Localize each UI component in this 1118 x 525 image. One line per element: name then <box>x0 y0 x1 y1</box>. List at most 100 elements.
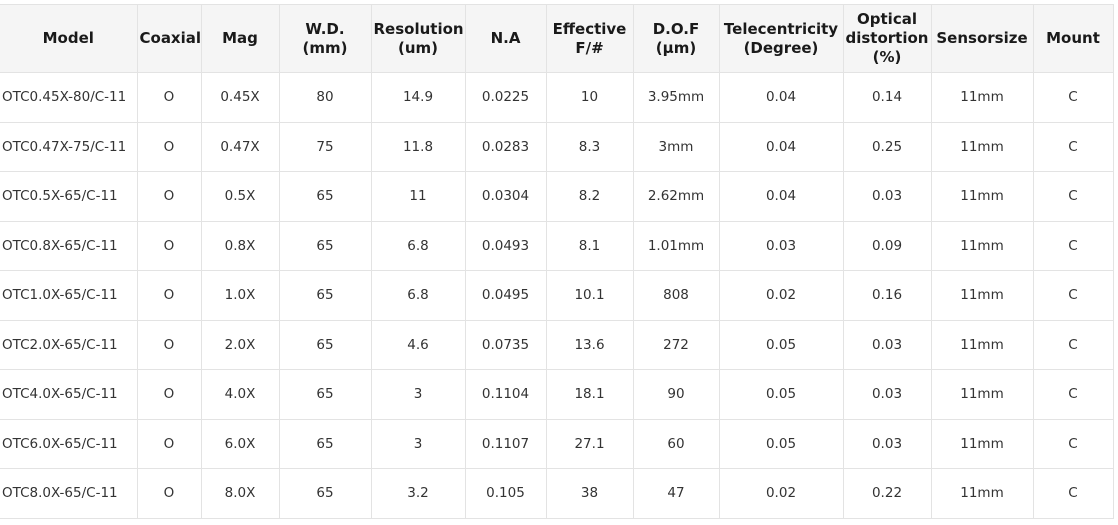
cell-mag: 0.8X <box>200 220 280 271</box>
cell-sensorsize: 11mm <box>930 72 1034 123</box>
cell-sensorsize: 11mm <box>930 418 1034 469</box>
cell-model: OTC4.0X-65/C-11 <box>0 369 138 420</box>
table-row: OTC6.0X-65/C-11 O 6.0X 65 3 0.1107 27.1 60 0.05 0… <box>0 418 1114 469</box>
table-row: OTC0.8X-65/C-11 O 0.8X 65 6.8 0.0493 8.1 1.01mm… <box>0 220 1114 271</box>
cell-na: 0.0225 <box>464 72 547 123</box>
cell-na: 0.105 <box>464 468 547 519</box>
cell-sensorsize: 11mm <box>930 220 1034 271</box>
header-mount: Mount <box>1032 4 1114 73</box>
cell-telecentricity: 0.02 <box>718 468 844 519</box>
table-row: OTC0.5X-65/C-11 O 0.5X 65 11 0.0304 8.2 2.62mm 0… <box>0 171 1114 222</box>
cell-effective-f: 10.1 <box>545 270 634 321</box>
cell-optical-distortion: 0.03 <box>842 369 932 420</box>
cell-telecentricity: 0.05 <box>718 319 844 370</box>
cell-model: OTC0.45X-80/C-11 <box>0 72 138 123</box>
header-row: Model Coaxial Mag W.D. (mm) Resolution (um) N.A… <box>0 4 1114 73</box>
cell-mag: 2.0X <box>200 319 280 370</box>
cell-model: OTC2.0X-65/C-11 <box>0 319 138 370</box>
cell-mount: C <box>1032 171 1114 222</box>
cell-wd: 65 <box>278 220 372 271</box>
cell-telecentricity: 0.02 <box>718 270 844 321</box>
cell-resolution: 3 <box>370 418 466 469</box>
header-telecentricity: Telecentricity (Degree) <box>718 4 844 73</box>
cell-na: 0.0283 <box>464 121 547 172</box>
cell-dof: 60 <box>632 418 720 469</box>
header-effective-f: Effective F/# <box>545 4 634 73</box>
cell-na: 0.1104 <box>464 369 547 420</box>
header-mag: Mag <box>200 4 280 73</box>
cell-resolution: 6.8 <box>370 270 466 321</box>
cell-wd: 75 <box>278 121 372 172</box>
cell-telecentricity: 0.03 <box>718 220 844 271</box>
cell-na: 0.0304 <box>464 171 547 222</box>
cell-mag: 4.0X <box>200 369 280 420</box>
cell-dof: 47 <box>632 468 720 519</box>
cell-na: 0.1107 <box>464 418 547 469</box>
cell-model: OTC0.47X-75/C-11 <box>0 121 138 172</box>
cell-coaxial: O <box>136 270 202 321</box>
header-optical-distortion: Optical distortion (%) <box>842 4 932 73</box>
cell-mount: C <box>1032 418 1114 469</box>
table-row: OTC2.0X-65/C-11 O 2.0X 65 4.6 0.0735 13.6 272 0.… <box>0 319 1114 370</box>
cell-effective-f: 8.2 <box>545 171 634 222</box>
table-row: OTC1.0X-65/C-11 O 1.0X 65 6.8 0.0495 10.1 808 0.… <box>0 270 1114 321</box>
cell-wd: 65 <box>278 418 372 469</box>
cell-resolution: 14.9 <box>370 72 466 123</box>
cell-mount: C <box>1032 468 1114 519</box>
cell-telecentricity: 0.05 <box>718 418 844 469</box>
cell-na: 0.0493 <box>464 220 547 271</box>
cell-coaxial: O <box>136 121 202 172</box>
cell-mag: 1.0X <box>200 270 280 321</box>
cell-optical-distortion: 0.22 <box>842 468 932 519</box>
cell-coaxial: O <box>136 369 202 420</box>
cell-dof: 272 <box>632 319 720 370</box>
cell-wd: 65 <box>278 468 372 519</box>
cell-model: OTC0.8X-65/C-11 <box>0 220 138 271</box>
cell-effective-f: 13.6 <box>545 319 634 370</box>
cell-dof: 1.01mm <box>632 220 720 271</box>
cell-model: OTC6.0X-65/C-11 <box>0 418 138 469</box>
cell-wd: 65 <box>278 369 372 420</box>
cell-mag: 0.47X <box>200 121 280 172</box>
cell-wd: 80 <box>278 72 372 123</box>
cell-effective-f: 10 <box>545 72 634 123</box>
cell-wd: 65 <box>278 319 372 370</box>
cell-optical-distortion: 0.03 <box>842 171 932 222</box>
cell-wd: 65 <box>278 270 372 321</box>
cell-sensorsize: 11mm <box>930 319 1034 370</box>
cell-mount: C <box>1032 369 1114 420</box>
header-wd: W.D. (mm) <box>278 4 372 73</box>
cell-optical-distortion: 0.03 <box>842 418 932 469</box>
cell-model: OTC1.0X-65/C-11 <box>0 270 138 321</box>
table-row: OTC8.0X-65/C-11 O 8.0X 65 3.2 0.105 38 47 0.02 0.… <box>0 468 1114 519</box>
cell-coaxial: O <box>136 72 202 123</box>
cell-sensorsize: 11mm <box>930 468 1034 519</box>
header-na: N.A <box>464 4 547 73</box>
cell-optical-distortion: 0.14 <box>842 72 932 123</box>
cell-resolution: 11 <box>370 171 466 222</box>
cell-na: 0.0495 <box>464 270 547 321</box>
cell-mount: C <box>1032 319 1114 370</box>
cell-coaxial: O <box>136 171 202 222</box>
cell-coaxial: O <box>136 468 202 519</box>
cell-resolution: 3.2 <box>370 468 466 519</box>
cell-mag: 8.0X <box>200 468 280 519</box>
cell-sensorsize: 11mm <box>930 270 1034 321</box>
header-sensorsize: Sensorsize <box>930 4 1034 73</box>
cell-effective-f: 8.1 <box>545 220 634 271</box>
cell-dof: 3.95mm <box>632 72 720 123</box>
cell-resolution: 11.8 <box>370 121 466 172</box>
cell-model: OTC0.5X-65/C-11 <box>0 171 138 222</box>
cell-sensorsize: 11mm <box>930 369 1034 420</box>
table-row: OTC0.47X-75/C-11 O 0.47X 75 11.8 0.0283 8.3 3mm… <box>0 121 1114 172</box>
cell-mag: 6.0X <box>200 418 280 469</box>
header-model: Model <box>0 4 138 73</box>
cell-optical-distortion: 0.16 <box>842 270 932 321</box>
header-dof: D.O.F (μm) <box>632 4 720 73</box>
cell-optical-distortion: 0.09 <box>842 220 932 271</box>
cell-optical-distortion: 0.03 <box>842 319 932 370</box>
cell-resolution: 4.6 <box>370 319 466 370</box>
cell-coaxial: O <box>136 319 202 370</box>
cell-sensorsize: 11mm <box>930 121 1034 172</box>
cell-telecentricity: 0.04 <box>718 72 844 123</box>
